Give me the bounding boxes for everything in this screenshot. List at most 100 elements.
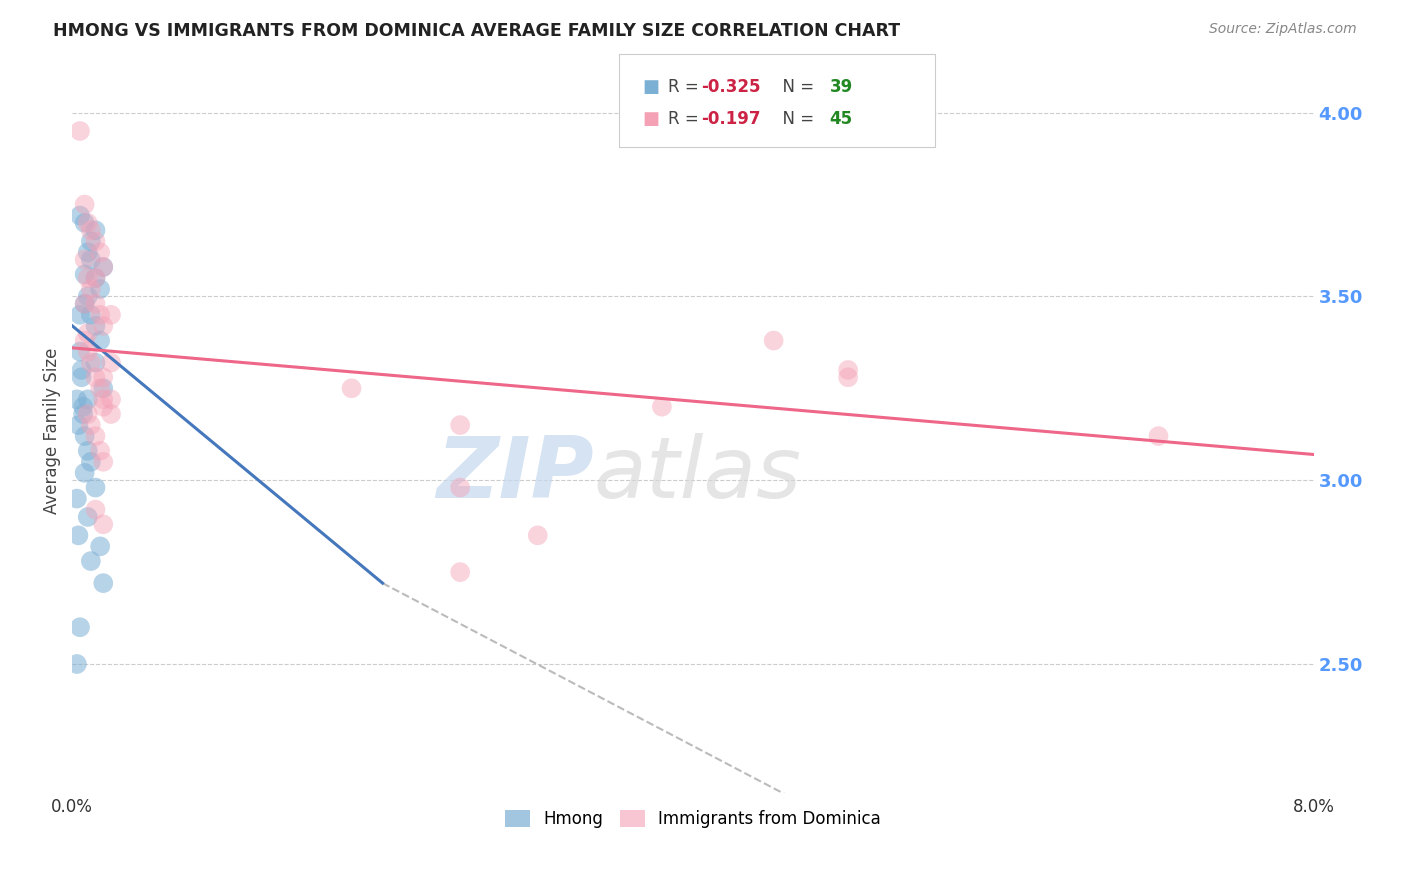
- Point: [89, 308, 111, 322]
- Point: [762, 334, 785, 348]
- Point: [73, 216, 96, 230]
- Point: [80, 308, 103, 322]
- Point: [89, 381, 111, 395]
- Text: R =: R =: [668, 110, 709, 128]
- Point: [80, 223, 103, 237]
- Point: [80, 234, 103, 248]
- Point: [84, 223, 107, 237]
- Point: [76, 326, 98, 341]
- Point: [526, 528, 548, 542]
- Point: [76, 216, 98, 230]
- Text: atlas: atlas: [593, 433, 801, 516]
- Text: R =: R =: [668, 78, 704, 95]
- Point: [91, 370, 114, 384]
- Point: [91, 576, 114, 591]
- Text: ■: ■: [643, 78, 659, 95]
- Point: [76, 510, 98, 524]
- Point: [91, 517, 114, 532]
- Point: [84, 502, 107, 516]
- Point: [80, 355, 103, 369]
- Point: [70, 370, 93, 384]
- Point: [73, 429, 96, 443]
- Point: [73, 297, 96, 311]
- Point: [449, 565, 471, 579]
- Point: [91, 381, 114, 395]
- Point: [73, 466, 96, 480]
- Point: [84, 429, 107, 443]
- Point: [76, 392, 98, 407]
- Text: 45: 45: [830, 110, 852, 128]
- Point: [76, 407, 98, 421]
- Point: [73, 252, 96, 267]
- Point: [67, 528, 90, 542]
- Point: [1147, 429, 1170, 443]
- Point: [69, 308, 91, 322]
- Point: [80, 252, 103, 267]
- Point: [89, 282, 111, 296]
- Point: [72, 400, 94, 414]
- Point: [91, 400, 114, 414]
- Point: [84, 370, 107, 384]
- Point: [69, 620, 91, 634]
- Text: -0.325: -0.325: [702, 78, 761, 95]
- Point: [76, 289, 98, 303]
- Point: [76, 344, 98, 359]
- Point: [91, 392, 114, 407]
- Point: [100, 355, 122, 369]
- Point: [91, 318, 114, 333]
- Point: [84, 271, 107, 285]
- Point: [76, 271, 98, 285]
- Text: N =: N =: [772, 110, 820, 128]
- Point: [66, 657, 89, 671]
- Point: [449, 481, 471, 495]
- Point: [100, 392, 122, 407]
- Point: [80, 554, 103, 568]
- Point: [89, 443, 111, 458]
- Legend: Hmong, Immigrants from Dominica: Hmong, Immigrants from Dominica: [498, 804, 887, 835]
- Point: [100, 308, 122, 322]
- Point: [84, 297, 107, 311]
- Point: [76, 443, 98, 458]
- Point: [651, 400, 673, 414]
- Point: [73, 334, 96, 348]
- Point: [66, 491, 89, 506]
- Point: [837, 370, 859, 384]
- Point: [67, 418, 90, 433]
- Point: [89, 334, 111, 348]
- Y-axis label: Average Family Size: Average Family Size: [44, 347, 60, 514]
- Text: ZIP: ZIP: [436, 433, 593, 516]
- Point: [70, 363, 93, 377]
- Text: HMONG VS IMMIGRANTS FROM DOMINICA AVERAGE FAMILY SIZE CORRELATION CHART: HMONG VS IMMIGRANTS FROM DOMINICA AVERAG…: [53, 22, 901, 40]
- Point: [80, 455, 103, 469]
- Text: 39: 39: [830, 78, 853, 95]
- Point: [91, 455, 114, 469]
- Point: [84, 271, 107, 285]
- Point: [73, 268, 96, 282]
- Point: [72, 407, 94, 421]
- Point: [73, 297, 96, 311]
- Point: [84, 318, 107, 333]
- Point: [84, 355, 107, 369]
- Point: [73, 197, 96, 211]
- Point: [91, 260, 114, 274]
- Point: [84, 481, 107, 495]
- Point: [66, 392, 89, 407]
- Point: [80, 418, 103, 433]
- Point: [340, 381, 363, 395]
- Text: Source: ZipAtlas.com: Source: ZipAtlas.com: [1209, 22, 1357, 37]
- Text: ■: ■: [643, 110, 659, 128]
- Text: -0.197: -0.197: [702, 110, 761, 128]
- Point: [89, 540, 111, 554]
- Point: [449, 418, 471, 433]
- Point: [80, 282, 103, 296]
- Point: [76, 245, 98, 260]
- Point: [837, 363, 859, 377]
- Text: N =: N =: [772, 78, 820, 95]
- Point: [84, 234, 107, 248]
- Point: [69, 124, 91, 138]
- Point: [91, 260, 114, 274]
- Point: [69, 344, 91, 359]
- Point: [89, 245, 111, 260]
- Point: [100, 407, 122, 421]
- Point: [69, 209, 91, 223]
